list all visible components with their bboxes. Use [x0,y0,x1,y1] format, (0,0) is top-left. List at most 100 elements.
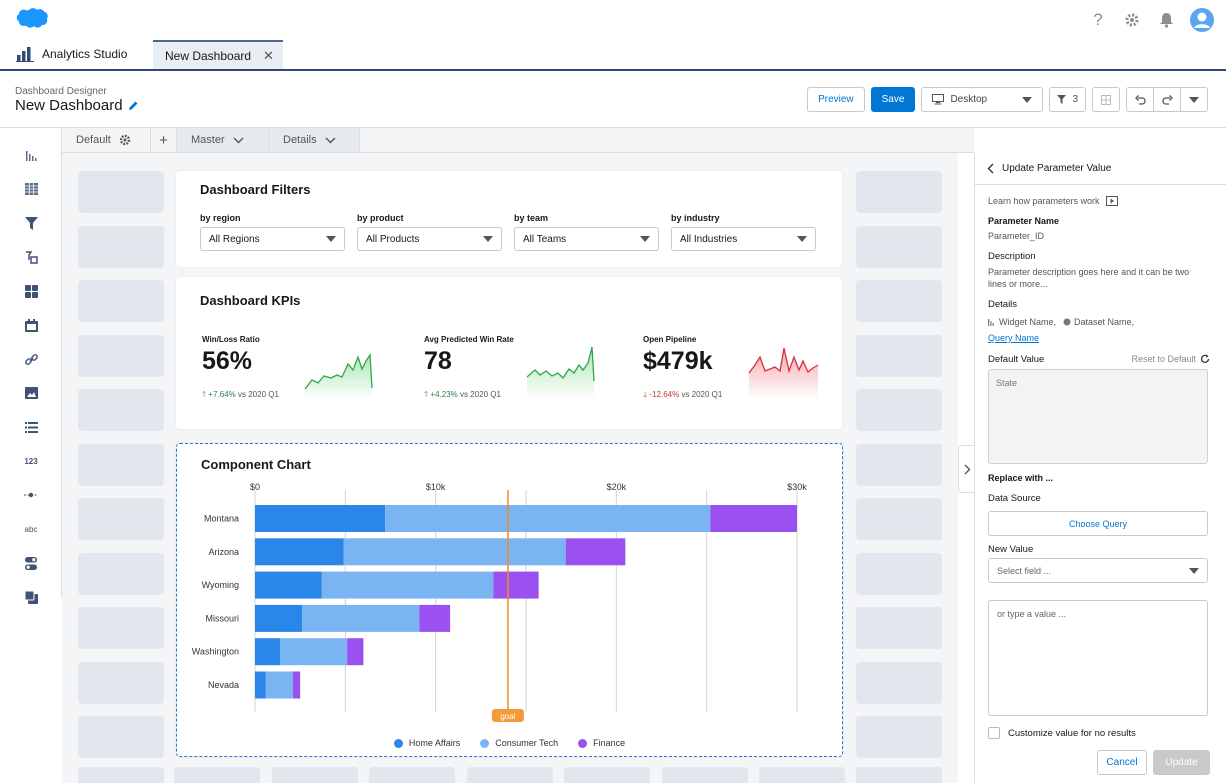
industry-select[interactable]: All Industries [671,227,816,251]
tab-details[interactable]: Details [269,128,360,152]
update-button[interactable]: Update [1153,750,1210,775]
layout-cell[interactable] [856,226,942,268]
layout-cell[interactable] [759,767,845,783]
filter-widget-icon[interactable] [20,212,42,234]
layout-cell[interactable] [174,767,260,783]
layout-cell[interactable] [856,716,942,758]
salesforce-cloud-logo[interactable] [16,7,48,29]
link-widget-icon[interactable] [20,348,42,370]
team-select[interactable]: All Teams [514,227,659,251]
customize-checkbox-row[interactable]: Customize value for no results [988,727,1136,739]
bar-segment[interactable] [565,538,626,566]
toggle-widget-icon[interactable] [20,552,42,574]
layout-cell[interactable] [78,498,164,540]
layout-cell[interactable] [78,716,164,758]
layout-cell[interactable] [78,607,164,649]
gear-icon[interactable] [1122,10,1142,30]
bar-segment[interactable] [347,638,364,666]
layout-cell[interactable] [856,171,942,213]
layout-cell[interactable] [856,607,942,649]
layout-widget-icon[interactable] [20,280,42,302]
bar-segment[interactable] [343,538,566,566]
bar-segment[interactable] [255,638,281,666]
bar-segment[interactable] [385,505,711,532]
layout-cell[interactable] [856,444,942,486]
image-widget-icon[interactable] [20,382,42,404]
table-widget-icon[interactable] [20,178,42,200]
layout-cell[interactable] [78,226,164,268]
gear-icon[interactable] [119,134,131,146]
slider-widget-icon[interactable] [20,484,42,506]
bar-segment[interactable] [265,671,293,699]
layout-cell[interactable] [856,335,942,377]
layout-cell[interactable] [78,767,164,783]
layout-cell[interactable] [78,444,164,486]
device-select[interactable]: Desktop [921,87,1044,112]
bar-segment[interactable] [280,638,348,666]
layout-cell[interactable] [856,498,942,540]
layout-cell[interactable] [78,171,164,213]
calendar-widget-icon[interactable] [20,314,42,336]
layout-cell[interactable] [78,662,164,704]
undo-button[interactable] [1126,87,1154,112]
app-launcher[interactable]: Analytics Studio [16,38,127,69]
legend-item[interactable]: Finance [578,738,625,748]
layout-cell[interactable] [856,280,942,322]
layout-cell[interactable] [78,335,164,377]
bar-segment[interactable] [255,571,322,599]
bar-segment[interactable] [255,604,302,632]
kpis-card[interactable]: Dashboard KPIs Win/Loss Ratio 56% 🡑 +7.6… [176,277,842,429]
tab-default[interactable]: Default [62,128,151,152]
legend-item[interactable]: Consumer Tech [480,738,558,748]
chart-widget-icon[interactable] [20,144,42,166]
select-field-dropdown[interactable]: Select field ... [988,558,1208,583]
close-icon[interactable]: ✕ [263,47,274,63]
layout-cell[interactable] [272,767,358,783]
filter-button[interactable]: 3 [1049,87,1086,112]
bar-segment[interactable] [292,671,301,699]
component-chart-card[interactable]: Component Chart $0 $10k $20k $30k Montana Ari… [176,443,843,757]
layout-cell[interactable] [856,767,942,783]
type-value-textarea[interactable]: or type a value ... [988,600,1208,716]
customize-checkbox[interactable] [988,727,1000,739]
bar-segment[interactable] [493,571,539,599]
layout-cell[interactable] [78,389,164,431]
layout-cell[interactable] [856,553,942,595]
chevron-left-icon[interactable] [987,163,994,174]
text-widget-icon[interactable]: abc [24,524,38,534]
panel-collapse-button[interactable] [958,445,975,493]
redo-button[interactable] [1153,87,1181,112]
layout-cell[interactable] [856,389,942,431]
learn-parameters-link[interactable]: Learn how parameters work [988,196,1118,206]
region-select[interactable]: All Regions [200,227,345,251]
date-filter-icon[interactable] [20,246,42,268]
number-widget-icon[interactable]: 123 [24,456,38,466]
legend-item[interactable]: Home Affairs [393,738,460,748]
preview-button[interactable]: Preview [807,87,865,112]
bell-icon[interactable] [1156,10,1176,30]
help-icon[interactable]: ? [1093,10,1103,29]
bar-segment[interactable] [710,505,797,532]
tab-master[interactable]: Master [177,128,269,152]
query-name-link[interactable]: Query Name [988,333,1040,343]
tab-new-dashboard[interactable]: New Dashboard ✕ [153,40,283,69]
list-widget-icon[interactable] [20,416,42,438]
pencil-icon[interactable] [128,100,139,111]
grid-button[interactable] [1092,87,1120,112]
container-widget-icon[interactable] [20,586,42,608]
bar-segment[interactable] [419,604,451,632]
bar-segment[interactable] [301,604,420,632]
cancel-button[interactable]: Cancel [1097,750,1147,775]
save-button[interactable]: Save [870,87,916,112]
layout-cell[interactable] [467,767,553,783]
layout-cell[interactable] [856,662,942,704]
layout-cell[interactable] [662,767,748,783]
bar-segment[interactable] [255,505,386,532]
layout-cell[interactable] [78,280,164,322]
reset-default-button[interactable]: Reset to Default [1131,354,1210,364]
bar-segment[interactable] [321,571,494,599]
layout-cell[interactable] [78,553,164,595]
choose-query-button[interactable]: Choose Query [988,511,1208,536]
add-page-button[interactable]: + [151,128,177,152]
layout-cell[interactable] [369,767,455,783]
